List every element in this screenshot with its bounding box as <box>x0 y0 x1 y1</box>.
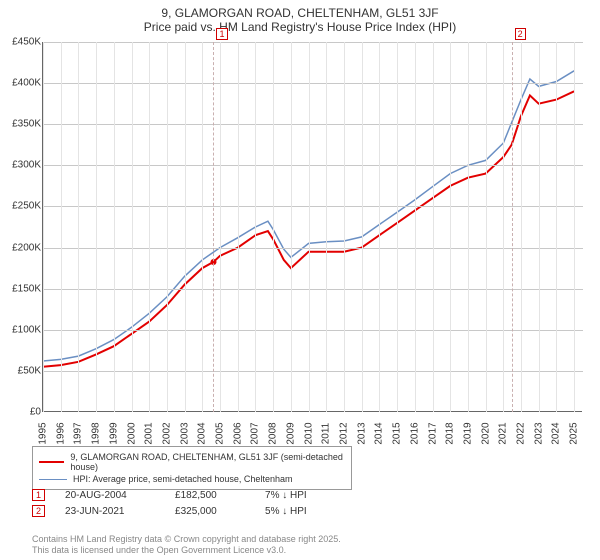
x-tick-label: 2021 <box>498 419 509 449</box>
x-tick-label: 2022 <box>516 419 527 449</box>
chart-container: 9, GLAMORGAN ROAD, CHELTENHAM, GL51 3JF … <box>0 0 600 560</box>
x-tick-label: 1995 <box>38 419 49 449</box>
title-line-1: 9, GLAMORGAN ROAD, CHELTENHAM, GL51 3JF <box>0 6 600 20</box>
chart-marker: 1 <box>216 28 227 40</box>
x-tick-label: 1996 <box>55 419 66 449</box>
row-date: 23-JUN-2021 <box>65 506 155 517</box>
chart-area: £0£50K£100K£150K£200K£250K£300K£350K£400… <box>42 42 582 412</box>
legend-swatch <box>39 461 64 463</box>
y-tick-label: £200K <box>1 242 41 253</box>
x-tick-label: 2005 <box>215 419 226 449</box>
x-tick-label: 2018 <box>445 419 456 449</box>
x-tick-label: 2012 <box>338 419 349 449</box>
x-tick-label: 2006 <box>232 419 243 449</box>
x-tick-label: 2013 <box>356 419 367 449</box>
title-block: 9, GLAMORGAN ROAD, CHELTENHAM, GL51 3JF … <box>0 0 600 36</box>
x-tick-label: 1997 <box>73 419 84 449</box>
x-tick-label: 2009 <box>285 419 296 449</box>
chart-marker: 2 <box>515 28 526 40</box>
row-marker: 1 <box>32 489 45 501</box>
table-row: 1 20-AUG-2004 £182,500 7% ↓ HPI <box>32 487 355 503</box>
x-tick-label: 2004 <box>197 419 208 449</box>
x-tick-label: 1999 <box>108 419 119 449</box>
legend-label: 9, GLAMORGAN ROAD, CHELTENHAM, GL51 3JF … <box>70 452 345 472</box>
x-tick-label: 2017 <box>427 419 438 449</box>
x-tick-label: 2007 <box>250 419 261 449</box>
y-tick-label: £250K <box>1 201 41 212</box>
x-tick-label: 2020 <box>480 419 491 449</box>
footer-line-2: This data is licensed under the Open Gov… <box>32 545 341 556</box>
x-tick-label: 2003 <box>179 419 190 449</box>
plot-area: £0£50K£100K£150K£200K£250K£300K£350K£400… <box>42 42 582 412</box>
chart-lines <box>43 42 583 412</box>
row-marker: 2 <box>32 505 45 517</box>
y-tick-label: £400K <box>1 78 41 89</box>
row-diff: 7% ↓ HPI <box>265 490 355 501</box>
title-line-2: Price paid vs. HM Land Registry's House … <box>0 20 600 34</box>
x-tick-label: 1998 <box>91 419 102 449</box>
y-tick-label: £0 <box>1 407 41 418</box>
x-tick-label: 2011 <box>321 419 332 449</box>
x-tick-label: 2025 <box>569 419 580 449</box>
row-date: 20-AUG-2004 <box>65 490 155 501</box>
x-tick-label: 2023 <box>533 419 544 449</box>
y-tick-label: £300K <box>1 160 41 171</box>
y-tick-label: £50K <box>1 365 41 376</box>
y-tick-label: £150K <box>1 283 41 294</box>
table-row: 2 23-JUN-2021 £325,000 5% ↓ HPI <box>32 503 355 519</box>
legend: 9, GLAMORGAN ROAD, CHELTENHAM, GL51 3JF … <box>32 446 352 490</box>
footer-line-1: Contains HM Land Registry data © Crown c… <box>32 534 341 545</box>
x-tick-label: 2016 <box>409 419 420 449</box>
x-tick-label: 2019 <box>462 419 473 449</box>
y-tick-label: £350K <box>1 119 41 130</box>
row-price: £182,500 <box>175 490 245 501</box>
row-diff: 5% ↓ HPI <box>265 506 355 517</box>
legend-label: HPI: Average price, semi-detached house,… <box>73 474 292 484</box>
row-price: £325,000 <box>175 506 245 517</box>
x-tick-label: 2002 <box>161 419 172 449</box>
footer-attribution: Contains HM Land Registry data © Crown c… <box>32 534 341 556</box>
sales-table: 1 20-AUG-2004 £182,500 7% ↓ HPI 2 23-JUN… <box>32 487 355 519</box>
legend-swatch <box>39 479 67 480</box>
legend-item: HPI: Average price, semi-detached house,… <box>39 473 345 485</box>
legend-item: 9, GLAMORGAN ROAD, CHELTENHAM, GL51 3JF … <box>39 451 345 473</box>
x-tick-label: 2000 <box>126 419 137 449</box>
y-tick-label: £450K <box>1 37 41 48</box>
x-tick-label: 2008 <box>268 419 279 449</box>
x-tick-label: 2001 <box>144 419 155 449</box>
x-tick-label: 2014 <box>374 419 385 449</box>
x-tick-label: 2015 <box>392 419 403 449</box>
x-tick-label: 2024 <box>551 419 562 449</box>
y-tick-label: £100K <box>1 324 41 335</box>
x-tick-label: 2010 <box>303 419 314 449</box>
